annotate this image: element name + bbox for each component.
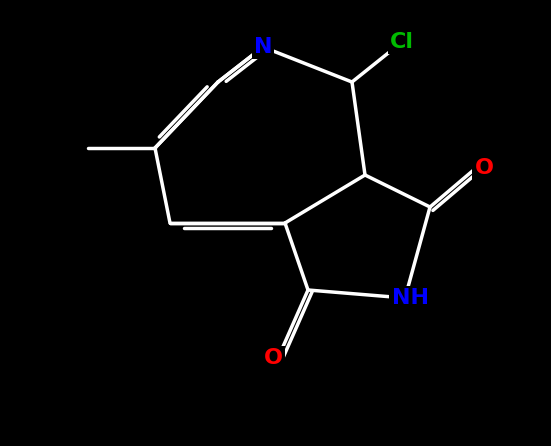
Text: O: O xyxy=(474,158,494,178)
Text: NH: NH xyxy=(392,288,429,308)
Text: Cl: Cl xyxy=(390,32,414,52)
Text: O: O xyxy=(263,348,283,368)
Text: N: N xyxy=(254,37,272,57)
